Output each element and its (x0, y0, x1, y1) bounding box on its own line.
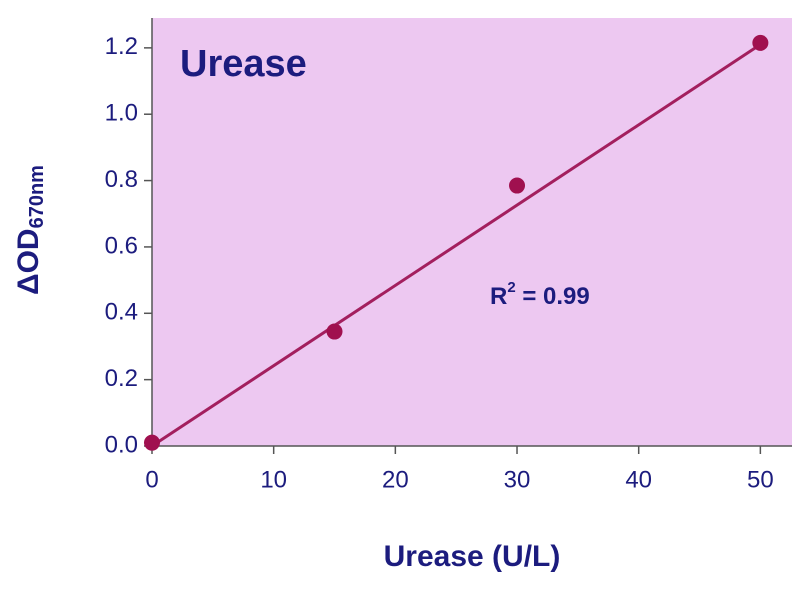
y-tick-label: 0.6 (105, 232, 138, 259)
y-tick-label: 0.4 (105, 299, 138, 326)
x-tick-label: 30 (504, 466, 531, 493)
annotation: R2 = 0.99 (490, 279, 590, 310)
x-tick-label: 20 (382, 466, 409, 493)
x-tick-label: 50 (747, 466, 774, 493)
data-point (144, 434, 160, 451)
y-tick-label: 1.2 (105, 33, 138, 60)
annotation-sup: 2 (507, 279, 515, 296)
x-tick-label: 0 (145, 466, 158, 493)
x-tick-label: 10 (260, 466, 287, 493)
y-axis-title-sub: 670nm (26, 165, 48, 228)
chart-title: Urease (180, 43, 307, 85)
x-tick-label: 40 (625, 466, 652, 493)
trendline (151, 43, 762, 448)
data-point (509, 177, 526, 194)
y-tick-label: 1.0 (105, 100, 138, 127)
y-tick-label: 0.0 (105, 431, 138, 458)
data-point (752, 34, 769, 51)
y-tick-label: 0.2 (105, 365, 138, 392)
annotation-base: R (490, 283, 507, 310)
annotation-rest: = 0.99 (516, 283, 590, 310)
data-point (326, 323, 343, 340)
y-tick-label: 0.8 (105, 166, 138, 193)
y-axis-title-main: ΔOD (12, 228, 45, 295)
x-axis-title: Urease (U/L) (384, 540, 561, 573)
y-axis-title: ΔOD670nm (12, 165, 48, 295)
